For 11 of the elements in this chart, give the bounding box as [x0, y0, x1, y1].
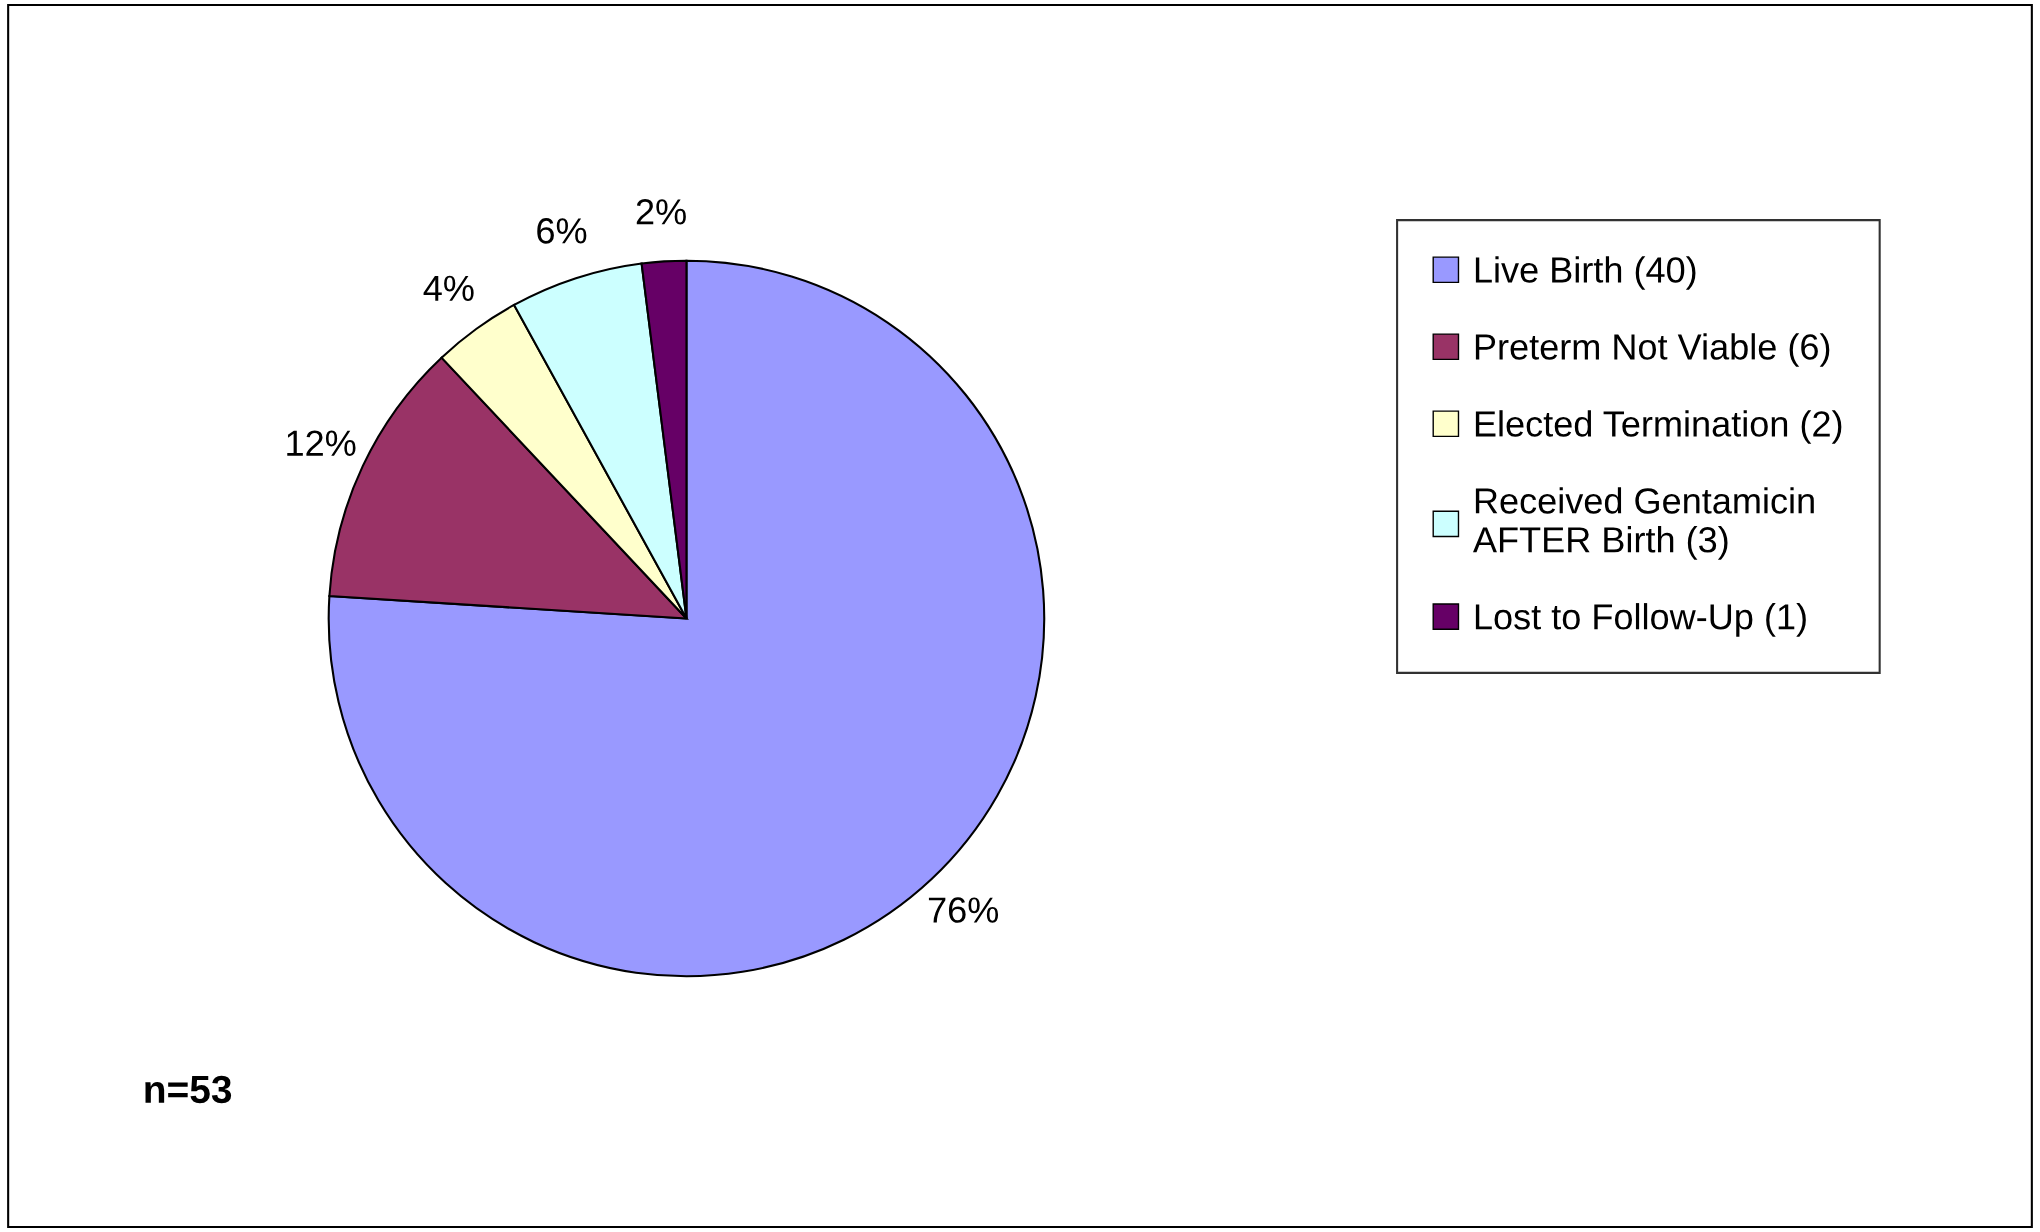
legend-label: Lost to Follow-Up (1): [1475, 603, 1806, 637]
legend-label: Received Gentamicin AFTER Birth (3): [1473, 487, 1814, 560]
text: n=53: [145, 1075, 232, 1104]
legend-label: Preterm Not Viable (6): [1475, 333, 1830, 367]
legend-label: Live Birth (40): [1475, 256, 1696, 290]
data-label: 12%: [287, 430, 356, 456]
data-label: 2%: [636, 199, 686, 225]
data-label: 76%: [928, 897, 999, 923]
data-label: 4%: [423, 275, 474, 301]
data-label: 6%: [537, 218, 587, 244]
legend-label: Elected Termination (2): [1475, 410, 1842, 444]
